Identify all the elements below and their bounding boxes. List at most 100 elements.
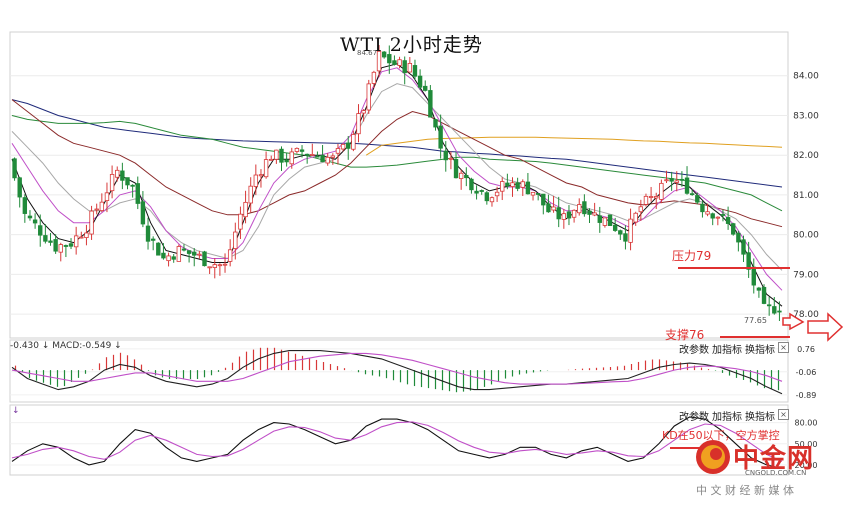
candle-body <box>22 197 28 214</box>
candle-body <box>417 75 423 88</box>
ma-line-1 <box>365 136 783 156</box>
candle-body <box>238 213 243 230</box>
macd-lines <box>11 350 783 395</box>
candle-body <box>263 159 269 178</box>
candle-body <box>130 184 135 187</box>
chart-title: WTI 2小时走势 <box>340 34 483 56</box>
macd-dea-line <box>11 352 783 385</box>
candle-body <box>577 204 582 214</box>
candle-body <box>294 147 300 152</box>
macd-tick-label: 0.76 <box>797 345 815 354</box>
candle-body <box>561 213 567 220</box>
candle-body <box>27 215 33 219</box>
candle-body <box>104 192 110 201</box>
candle-body <box>176 246 182 262</box>
candle-body <box>156 242 161 256</box>
candle-body <box>227 249 233 262</box>
candle-body <box>135 183 140 204</box>
macd-histogram <box>14 347 780 393</box>
candle-body <box>381 51 387 58</box>
candle-body <box>310 154 315 156</box>
candle-body <box>68 243 74 247</box>
candle-body <box>171 256 176 260</box>
candle-body <box>99 201 105 211</box>
y-tick-label: 83.00 <box>793 111 819 121</box>
kd-change-params-button[interactable]: 改参数 <box>679 412 709 423</box>
ma-line-4 <box>11 83 783 271</box>
y-tick-label: 81.00 <box>793 191 819 201</box>
kd-header-arrow: ↓ <box>12 406 20 416</box>
candle-body <box>186 250 192 254</box>
candle-body <box>556 207 561 220</box>
support-label: 支撑76 <box>665 328 705 342</box>
candle-body <box>582 201 587 215</box>
candle-body <box>746 252 751 270</box>
candle-body <box>94 208 99 211</box>
candle-body <box>202 251 207 267</box>
candle-body <box>387 54 392 64</box>
candle-body <box>448 157 454 160</box>
kd-close-button[interactable]: × <box>778 409 789 420</box>
candle-body <box>510 182 515 187</box>
kd-annotation-label: KD在50以下，空方掌控 <box>662 429 780 442</box>
candle-body <box>12 158 17 179</box>
kd-tick-label: 50.00 <box>795 440 818 449</box>
candle-body <box>115 169 120 178</box>
kd-panel <box>9 404 789 476</box>
price-axis-ticks: 84.00 83.00 82.00 81.00 80.00 79.00 78.00 <box>793 72 819 320</box>
candle-body <box>705 211 710 215</box>
candle-body <box>633 212 638 223</box>
change-params-button[interactable]: 改参数 <box>679 345 709 356</box>
candle-body <box>535 193 541 195</box>
kd-switch-indicator-button[interactable]: 换指标 <box>745 412 775 423</box>
candle-body <box>89 210 94 235</box>
candle-body <box>233 231 238 249</box>
candle-body <box>248 185 253 204</box>
candle-body <box>525 181 531 195</box>
kd-add-indicator-button[interactable]: 加指标 <box>712 412 742 423</box>
candle-body <box>192 251 197 256</box>
candlesticks <box>12 45 782 322</box>
macd-panel <box>9 339 789 403</box>
candle-body <box>669 178 674 182</box>
candle-body <box>320 154 325 163</box>
candle-body <box>73 235 79 248</box>
candle-body <box>330 155 336 158</box>
candle-body <box>58 244 63 253</box>
candle-body <box>17 177 22 198</box>
candle-body <box>197 253 202 256</box>
candle-body <box>84 232 89 238</box>
switch-indicator-button[interactable]: 换指标 <box>745 345 775 356</box>
candle-body <box>407 63 413 73</box>
y-tick-label: 78.00 <box>793 310 819 320</box>
candle-body <box>150 238 156 241</box>
candle-body <box>505 182 510 187</box>
candle-body <box>515 182 520 189</box>
logo-domain: CNGOLD.COM.CN <box>745 469 807 477</box>
candle-body <box>736 232 741 243</box>
candle-body <box>597 215 602 223</box>
logo-brand: 中金网 <box>733 444 815 474</box>
logo-tagline: 中 文 财 经 新 媒 体 <box>696 484 794 497</box>
candle-body <box>161 252 166 259</box>
kd-k-line <box>11 416 783 470</box>
candle-body <box>720 214 726 216</box>
add-indicator-button[interactable]: 加指标 <box>712 345 742 356</box>
macd-close-button[interactable]: × <box>778 342 789 353</box>
candle-body <box>592 212 597 216</box>
ma-line-3 <box>11 99 783 228</box>
kd-tick-label: 20.00 <box>795 461 818 470</box>
candle-body <box>710 213 715 219</box>
candle-body <box>371 71 377 84</box>
macd-grid <box>10 348 788 396</box>
candle-body <box>546 203 551 213</box>
candle-body <box>551 206 556 211</box>
candle-body <box>53 239 58 252</box>
candle-body <box>433 119 438 128</box>
candle-body <box>695 195 700 203</box>
candle-body <box>109 174 115 192</box>
candle-body <box>489 197 495 203</box>
candle-body <box>474 190 479 194</box>
y-tick-label: 84.00 <box>793 72 819 82</box>
candle-body <box>715 216 721 219</box>
